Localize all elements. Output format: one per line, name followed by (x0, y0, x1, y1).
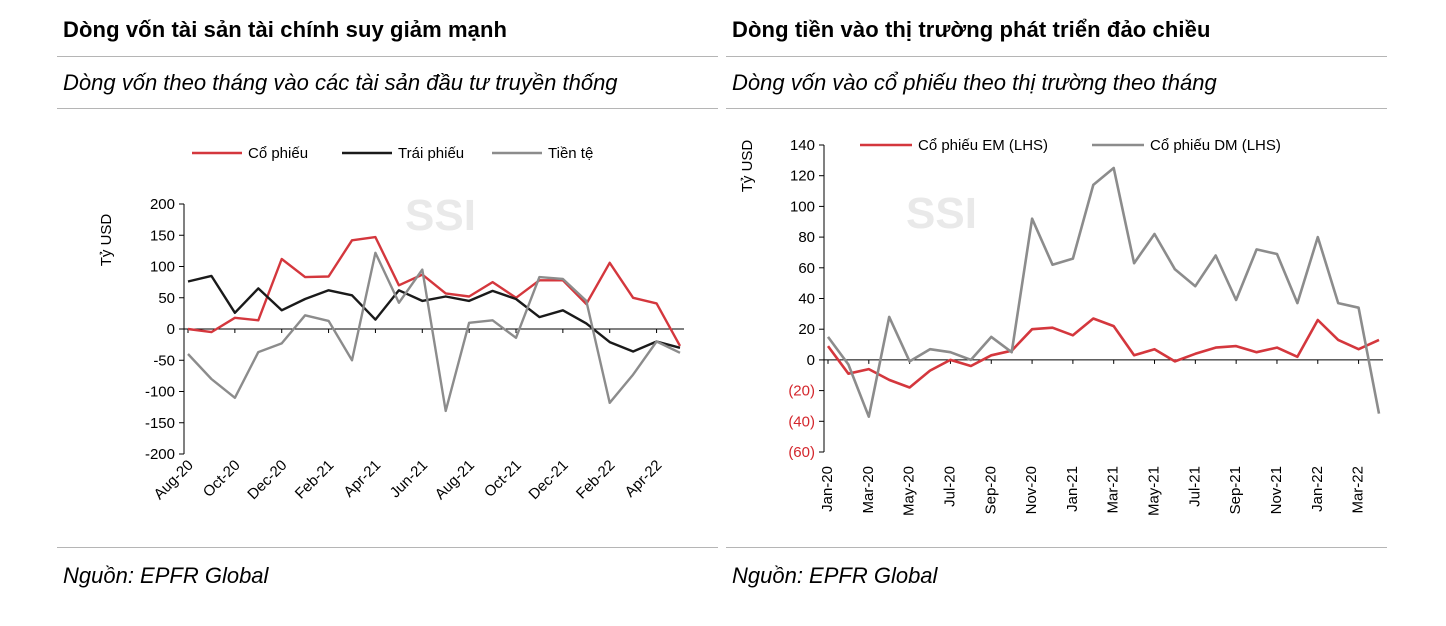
left-chart-x-tick-label: Oct-21 (481, 457, 525, 501)
left-chart-y-tick-label: -150 (145, 415, 175, 432)
right-chart-x-tick-label: Jul-21 (1186, 466, 1203, 507)
left-chart-x-tick-label: Apr-22 (622, 457, 666, 501)
left-chart-panel: Dòng vốn tài sản tài chính suy giảm mạnh… (57, 0, 718, 626)
right-chart-source: Nguồn: EPFR Global (732, 563, 938, 588)
right-chart-series-line-1 (826, 317, 1380, 389)
left-chart-y-tick-label: -100 (145, 384, 175, 401)
right-chart-watermark: SSI (906, 189, 977, 238)
right-chart-x-tick-label: Jan-21 (1064, 466, 1081, 512)
right-source-divider (726, 547, 1387, 548)
right-chart-y-tick-label: 100 (790, 198, 815, 215)
left-chart-y-tick-label: 200 (150, 196, 175, 213)
left-chart-x-tick-label: Apr-21 (340, 457, 384, 501)
left-chart-source: Nguồn: EPFR Global (63, 563, 269, 588)
right-chart-y-tick-label: 0 (807, 352, 815, 369)
right-chart-y-tick-label: 60 (798, 260, 815, 277)
left-chart-x-tick-label: Oct-20 (200, 457, 244, 501)
left-chart-x-tick-label: Aug-20 (151, 457, 197, 503)
right-chart-x-tick-label: Jul-20 (941, 466, 958, 507)
right-chart-x-tick-label: Mar-21 (1105, 466, 1122, 514)
right-chart-x-tick-label: May-20 (901, 466, 918, 516)
left-title-divider (57, 56, 718, 57)
left-chart-series-line-2 (187, 274, 681, 353)
right-line-chart: SSI 140 120 100 80 60 40 20 0 (20) (40) (60)Jan-20 M… (739, 137, 1383, 516)
left-chart-y-tick-label: 150 (150, 227, 175, 244)
right-subtitle-divider (726, 108, 1387, 109)
right-title-divider (726, 56, 1387, 57)
left-chart-y-tick-label: 50 (158, 290, 175, 307)
right-chart-y-tick-label: (40) (788, 413, 815, 430)
left-chart-y-tick-label: 100 (150, 259, 175, 276)
left-chart-series-line-1 (187, 235, 682, 347)
left-chart-watermark: SSI (405, 191, 476, 240)
right-chart-y-tick-label: 120 (790, 168, 815, 185)
right-chart-y-tick-label: 40 (798, 291, 815, 308)
right-chart-y-tick-label: 140 (790, 137, 815, 154)
left-chart-y-tick-label: -200 (145, 446, 175, 463)
left-chart-legend-label-1: Cổ phiếu (248, 145, 308, 162)
left-chart-series-line-3 (187, 251, 681, 413)
right-chart-legend-label-2: Cổ phiếu DM (LHS) (1150, 137, 1281, 154)
left-chart-x-tick-label: Jun-21 (387, 457, 431, 501)
left-chart-subtitle: Dòng vốn theo tháng vào các tài sản đầu … (63, 70, 618, 95)
left-chart-x-tick-label: Aug-21 (432, 457, 478, 503)
right-chart-x-tick-label: Jan-20 (819, 466, 836, 512)
left-chart-legend-label-2: Trái phiếu (398, 145, 464, 162)
right-chart-y-tick-label: 80 (798, 229, 815, 246)
right-chart-x-tick-label: Mar-20 (860, 466, 877, 514)
right-chart-x-tick-label: Nov-20 (1023, 466, 1040, 514)
left-chart-x-tick-label: Feb-22 (573, 457, 619, 503)
right-chart-legend-label-1: Cổ phiếu EM (LHS) (918, 137, 1048, 154)
right-chart-series-line-2 (826, 166, 1381, 419)
right-chart-x-tick-label: Sep-20 (982, 466, 999, 514)
left-chart-y-tick-label: 0 (167, 321, 175, 338)
right-chart-y-tick-label: 20 (798, 321, 815, 338)
right-chart-x-tick-label: Mar-22 (1350, 466, 1367, 514)
right-chart-y-tick-label: (20) (788, 383, 815, 400)
right-chart-x-tick-label: May-21 (1146, 466, 1163, 516)
left-chart-y-axis-title: Tỷ USD (98, 214, 115, 267)
left-subtitle-divider (57, 108, 718, 109)
right-chart-x-tick-label: Sep-21 (1227, 466, 1244, 514)
left-source-divider (57, 547, 718, 548)
left-chart-legend-label-3: Tiền tệ (548, 145, 593, 162)
right-chart-x-tick-label: Jan-22 (1309, 466, 1326, 512)
right-chart-panel: Dòng tiền vào thị trường phát triển đảo … (726, 0, 1387, 626)
left-chart-x-tick-label: Dec-20 (244, 457, 290, 503)
left-chart-title: Dòng vốn tài sản tài chính suy giảm mạnh (63, 17, 508, 42)
right-chart-subtitle: Dòng vốn vào cổ phiếu theo thị trường th… (732, 70, 1217, 95)
right-chart-title: Dòng tiền vào thị trường phát triển đảo … (732, 17, 1211, 42)
left-chart-y-tick-label: -50 (153, 352, 175, 369)
left-chart-x-tick-label: Dec-21 (525, 457, 571, 503)
left-chart-x-tick-label: Feb-21 (292, 457, 338, 503)
right-chart-x-tick-label: Nov-21 (1268, 466, 1285, 514)
right-chart-y-tick-label: (60) (788, 444, 815, 461)
right-chart-y-axis-title: Tỷ USD (739, 140, 756, 193)
